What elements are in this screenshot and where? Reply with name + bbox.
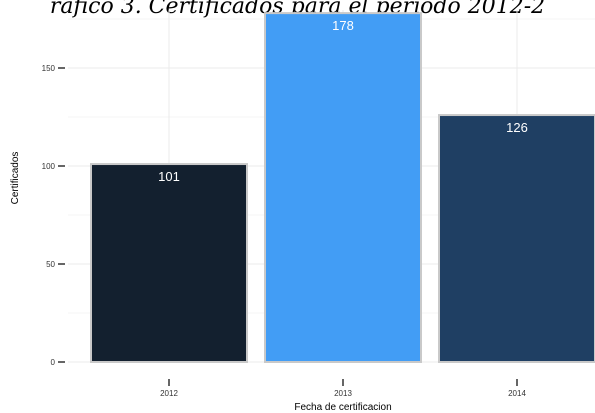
- y-tick-label: 0: [51, 358, 56, 367]
- bar-2012: [90, 163, 248, 363]
- data-label-2013: 178: [332, 18, 354, 33]
- y-tick-label: 150: [42, 64, 56, 73]
- x-axis: 2012 2013 2014: [160, 379, 526, 398]
- data-labels-group: 101 178 126: [158, 18, 528, 184]
- bars-group: [90, 12, 595, 364]
- data-label-2014: 126: [506, 120, 528, 135]
- y-axis: 0 50 100 150: [42, 64, 65, 367]
- x-tick-label-2012: 2012: [160, 389, 178, 398]
- y-tick-label: 100: [42, 162, 56, 171]
- bar-2014: [438, 114, 595, 364]
- bar-2013: [264, 12, 422, 364]
- x-tick-label-2014: 2014: [508, 389, 526, 398]
- x-axis-title: Fecha de certificacion: [294, 402, 391, 413]
- data-label-2012: 101: [158, 169, 180, 184]
- y-tick-label: 50: [46, 260, 55, 269]
- y-axis-title: Certificados: [10, 152, 21, 205]
- x-tick-label-2013: 2013: [334, 389, 352, 398]
